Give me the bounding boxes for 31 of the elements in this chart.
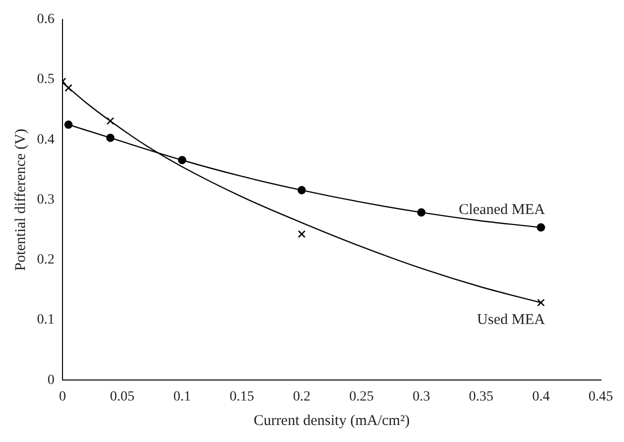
x-axis-title: Current density (mA/cm²): [254, 412, 410, 429]
x-tick-label: 0.3: [412, 389, 430, 404]
x-tick-label: 0.1: [173, 389, 191, 404]
point: [178, 156, 186, 164]
point: [64, 120, 73, 129]
point: [536, 223, 546, 232]
x-tick-label: 0.45: [588, 389, 613, 404]
point: [417, 208, 426, 217]
x-tick-label: 0.2: [292, 389, 310, 404]
y-tick-label: 0.3: [37, 192, 54, 208]
y-tick-label: 0.2: [37, 252, 54, 268]
x-tick-label: 0.25: [349, 389, 374, 404]
point: [64, 84, 72, 92]
point: [298, 186, 306, 194]
y-tick-label: 0.4: [37, 132, 54, 148]
y-tick-label: 0.6: [37, 12, 54, 28]
point: [106, 117, 114, 125]
series-label: Cleaned MEA: [458, 202, 546, 218]
x-tick-label: 0.4: [532, 389, 550, 404]
x-tick-label: 0.15: [230, 389, 254, 404]
y-tick-label: 0: [48, 372, 54, 388]
y-tick-label: 0.5: [37, 72, 54, 88]
point: [298, 230, 306, 238]
x-tick-label: 0: [59, 389, 66, 404]
series-label: Used MEA: [477, 312, 546, 328]
y-tick-label: 0.1: [37, 312, 54, 328]
x-tick-label: 0.05: [110, 389, 135, 404]
point: [537, 298, 545, 306]
y-axis-title: Potential difference (V): [12, 128, 29, 271]
point: [106, 134, 114, 142]
x-tick-label: 0.35: [468, 389, 494, 404]
